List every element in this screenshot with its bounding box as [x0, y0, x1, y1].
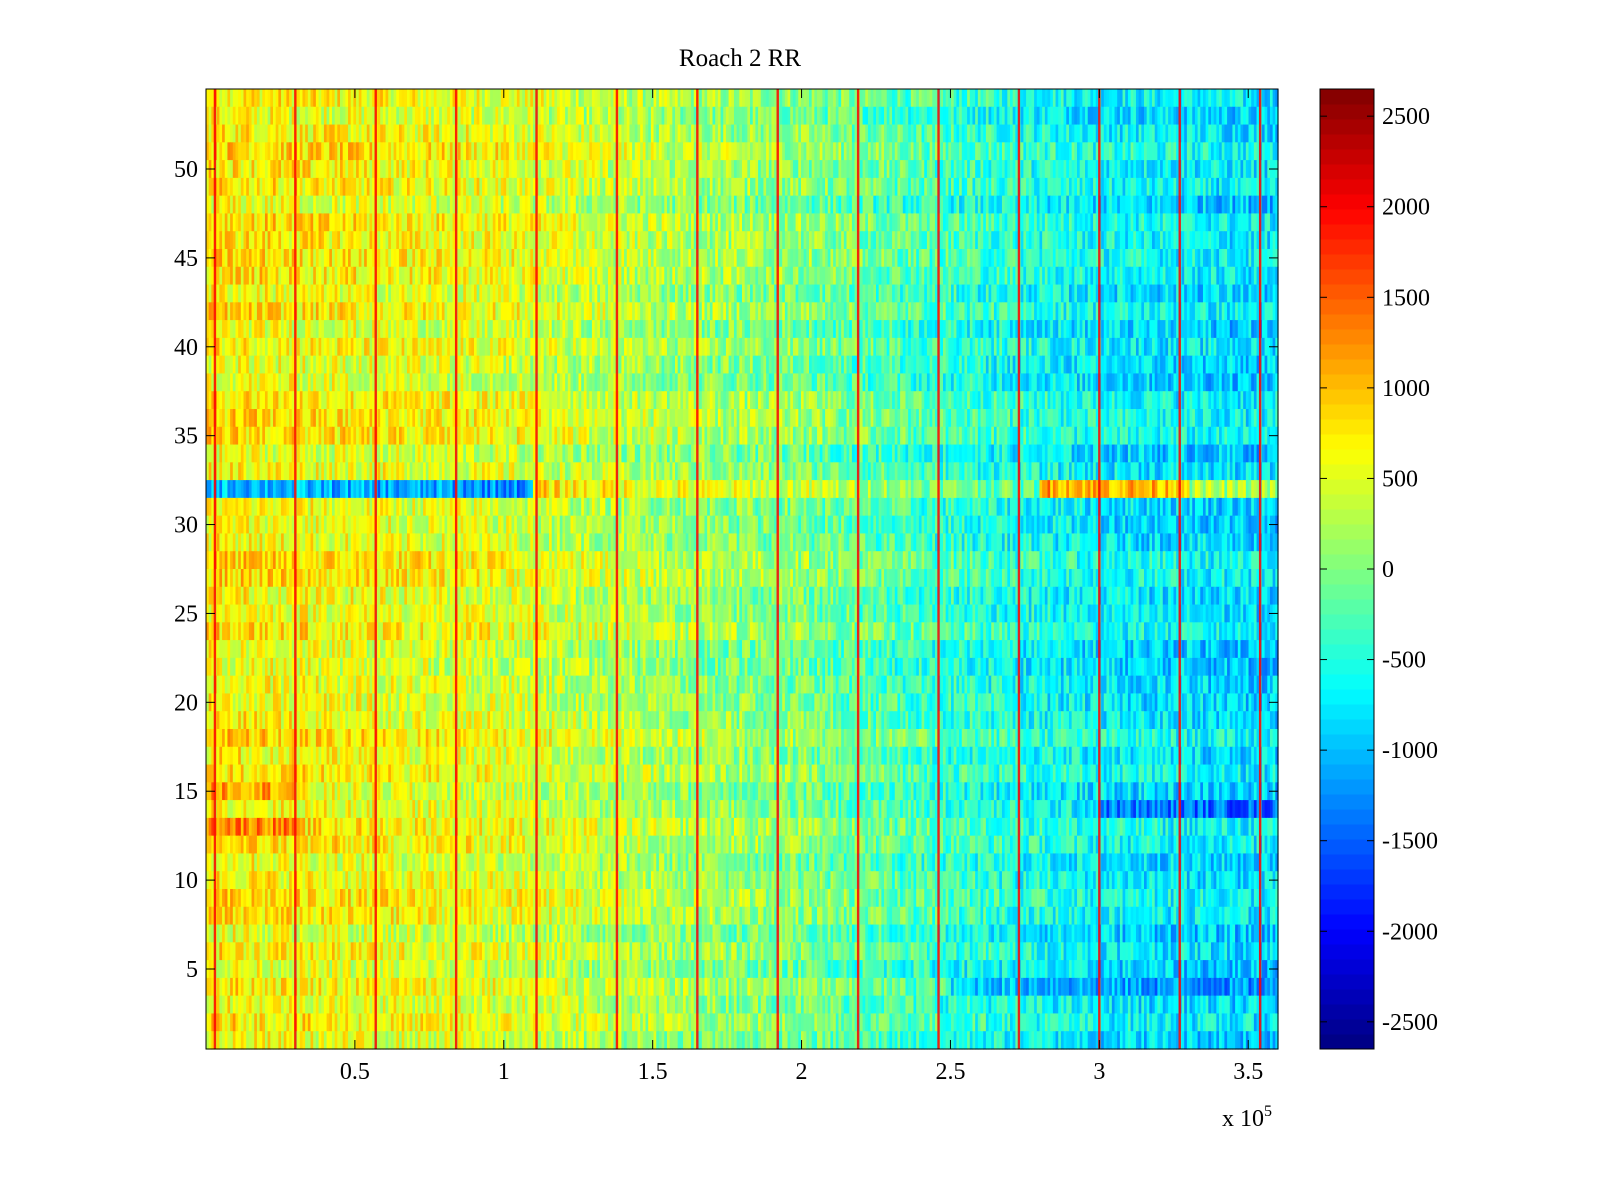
- heatmap-cells: [206, 89, 1279, 1050]
- chart-title: Roach 2 RR: [679, 45, 802, 72]
- figure: Roach 2 RR 0.5 1 1.5 2 2.5 3 3.5 5101520253035…: [0, 0, 1600, 1200]
